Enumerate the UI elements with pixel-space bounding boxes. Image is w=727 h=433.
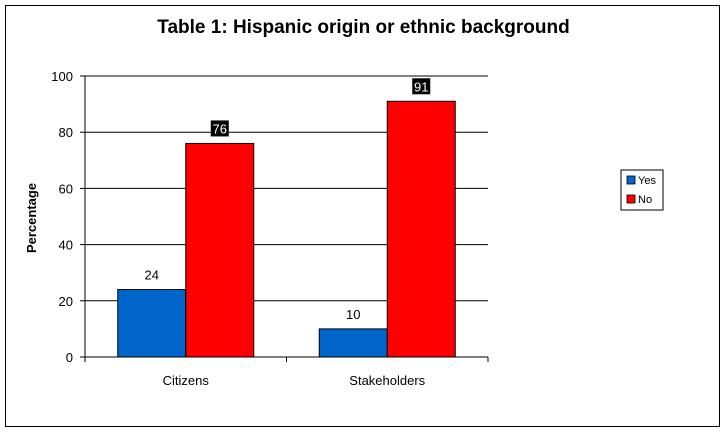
data-label-bg [412, 78, 431, 95]
y-tick-label: 80 [59, 125, 73, 140]
chart-title: Table 1: Hispanic origin or ethnic backg… [157, 17, 570, 38]
y-tick-label: 100 [51, 69, 73, 84]
axes: 0 20 40 60 80 100 Citizens Stakeholders [51, 69, 489, 388]
legend-label-yes: Yes [638, 175, 656, 187]
legend-swatch-no [626, 194, 636, 204]
y-tick-label: 60 [59, 181, 73, 196]
bar-yes-stakeholders [318, 328, 388, 358]
y-tick-label: 0 [66, 350, 73, 365]
legend-swatch-yes [626, 175, 636, 185]
y-tick-label: 40 [59, 238, 73, 253]
bar-no-stakeholders [386, 100, 456, 358]
y-axis-label: Percentage [24, 183, 39, 253]
bars [117, 100, 456, 358]
bar-yes-citizens [117, 289, 187, 358]
data-label: 91 [414, 79, 428, 94]
data-label: 10 [346, 307, 360, 322]
x-tick-label: Stakeholders [349, 373, 425, 388]
data-label-bg [210, 120, 229, 137]
legend: Yes No [620, 169, 664, 211]
data-label: 76 [213, 121, 227, 136]
data-labels: 24 76 10 91 [145, 78, 431, 322]
bar-no-citizens [185, 142, 255, 358]
x-tick-label: Citizens [163, 373, 210, 388]
legend-label-no: No [638, 194, 652, 206]
y-tick-label: 20 [59, 294, 73, 309]
data-label: 24 [145, 268, 159, 283]
